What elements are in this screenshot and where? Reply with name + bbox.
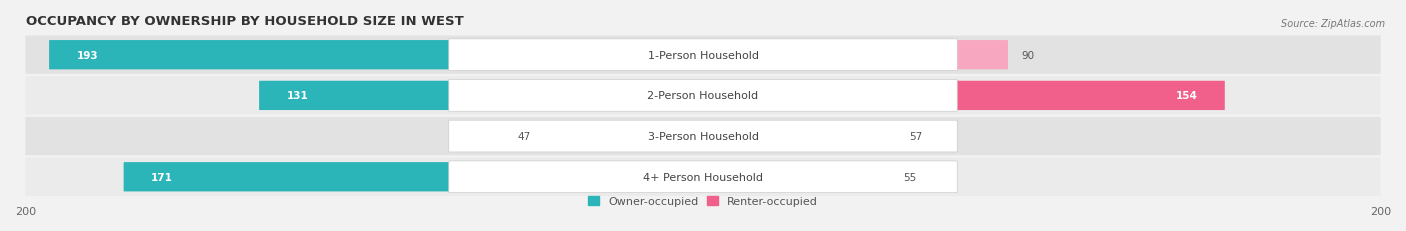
FancyBboxPatch shape bbox=[449, 80, 957, 112]
FancyBboxPatch shape bbox=[259, 81, 703, 111]
Text: 1-Person Household: 1-Person Household bbox=[648, 51, 758, 61]
Text: 55: 55 bbox=[903, 172, 917, 182]
Legend: Owner-occupied, Renter-occupied: Owner-occupied, Renter-occupied bbox=[588, 196, 818, 206]
Text: 57: 57 bbox=[910, 131, 922, 141]
FancyBboxPatch shape bbox=[25, 77, 1381, 115]
FancyBboxPatch shape bbox=[49, 41, 703, 70]
FancyBboxPatch shape bbox=[25, 158, 1381, 196]
Text: 2-Person Household: 2-Person Household bbox=[647, 91, 759, 101]
FancyBboxPatch shape bbox=[703, 41, 1008, 70]
Text: 154: 154 bbox=[1175, 91, 1198, 101]
Text: 4+ Person Household: 4+ Person Household bbox=[643, 172, 763, 182]
Text: 193: 193 bbox=[76, 51, 98, 61]
Text: Source: ZipAtlas.com: Source: ZipAtlas.com bbox=[1281, 18, 1385, 28]
Text: OCCUPANCY BY OWNERSHIP BY HOUSEHOLD SIZE IN WEST: OCCUPANCY BY OWNERSHIP BY HOUSEHOLD SIZE… bbox=[25, 15, 464, 28]
FancyBboxPatch shape bbox=[449, 161, 957, 193]
FancyBboxPatch shape bbox=[449, 121, 957, 152]
FancyBboxPatch shape bbox=[703, 122, 896, 151]
Text: 3-Person Household: 3-Person Household bbox=[648, 131, 758, 141]
Text: 131: 131 bbox=[287, 91, 308, 101]
FancyBboxPatch shape bbox=[25, 36, 1381, 75]
FancyBboxPatch shape bbox=[124, 162, 703, 191]
FancyBboxPatch shape bbox=[449, 40, 957, 71]
Text: 47: 47 bbox=[517, 131, 530, 141]
Text: 90: 90 bbox=[1021, 51, 1035, 61]
FancyBboxPatch shape bbox=[544, 122, 703, 151]
FancyBboxPatch shape bbox=[703, 81, 1225, 111]
Text: 171: 171 bbox=[150, 172, 173, 182]
FancyBboxPatch shape bbox=[703, 162, 890, 191]
FancyBboxPatch shape bbox=[25, 117, 1381, 155]
